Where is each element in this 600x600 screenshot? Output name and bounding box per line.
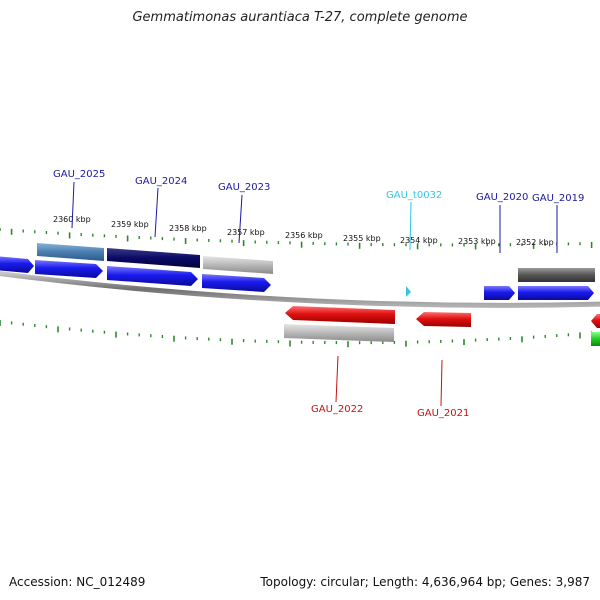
feature-box-gray[interactable]	[203, 256, 273, 274]
gene-label-gau2020[interactable]: GAU_2020	[476, 192, 528, 203]
inner-feature-track	[284, 324, 600, 346]
feature-box-green[interactable]	[591, 332, 600, 346]
scale-label-2360: 2360 kbp	[53, 215, 91, 224]
gene-label-gau2019[interactable]: GAU_2019	[532, 193, 584, 204]
cds-arrow-gau2024[interactable]	[107, 266, 198, 286]
scale-label-2356: 2356 kbp	[285, 231, 323, 240]
gene-label-gau2021[interactable]: GAU_2021	[417, 408, 469, 419]
outer-feature-track	[37, 243, 595, 282]
genome-summary: Topology: circular; Length: 4,636,964 bp…	[260, 575, 590, 589]
cds-arrow-gau2020[interactable]	[484, 286, 515, 300]
gene-label-gau2023[interactable]: GAU_2023	[218, 182, 270, 193]
accession-label: Accession: NC_012489	[9, 575, 146, 589]
cds-arrow-gau2021[interactable]	[416, 312, 471, 327]
outer-tick-ring	[0, 228, 593, 250]
scale-label-2357: 2357 kbp	[227, 228, 265, 237]
trna-arrow-gaut0032[interactable]	[406, 286, 411, 297]
feature-box-darkgray[interactable]	[518, 268, 595, 282]
reverse-cds-track	[285, 306, 600, 328]
scale-label-2355: 2355 kbp	[343, 234, 381, 243]
feature-box-steel[interactable]	[37, 243, 104, 261]
map-title: Gemmatimonas aurantiaca T-27, complete g…	[132, 10, 468, 25]
cds-arrow-gau2023[interactable]	[202, 274, 271, 292]
cds-arrow-gau2022[interactable]	[285, 306, 395, 324]
scale-label-2358: 2358 kbp	[169, 224, 207, 233]
feature-box-navy[interactable]	[107, 248, 200, 268]
cds-arrow-gau2025[interactable]	[35, 260, 103, 278]
cds-arrow-gau2019[interactable]	[518, 286, 594, 300]
gene-label-gaut0032[interactable]: GAU_t0032	[386, 190, 442, 201]
feature-box-gray-inner[interactable]	[284, 324, 394, 342]
label-leaders	[71, 181, 558, 407]
scale-label-2352: 2352 kbp	[516, 238, 554, 247]
cds-arrow-right-edge[interactable]	[591, 314, 600, 328]
gene-label-gau2024[interactable]: GAU_2024	[135, 176, 187, 187]
genome-backbone	[0, 271, 600, 308]
gene-label-gau2025[interactable]: GAU_2025	[53, 169, 105, 180]
scale-label-2354: 2354 kbp	[400, 236, 438, 245]
scale-label-2353: 2353 kbp	[458, 237, 496, 246]
gene-label-gau2022[interactable]: GAU_2022	[311, 404, 363, 415]
cds-arrow-left-edge[interactable]	[0, 256, 34, 273]
scale-label-2359: 2359 kbp	[111, 220, 149, 229]
forward-cds-track	[0, 256, 594, 300]
